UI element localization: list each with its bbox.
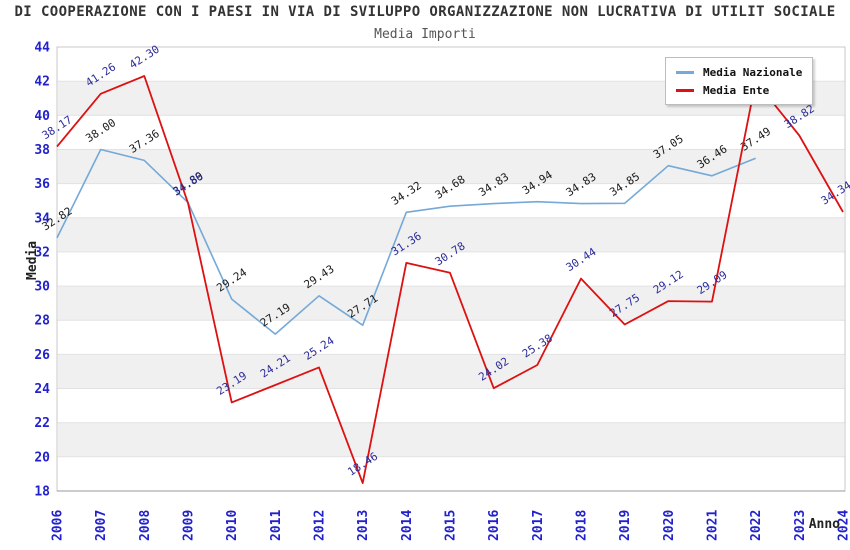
- y-tick-label: 36: [34, 177, 50, 192]
- series-line-media-nazionale: [56, 148, 756, 335]
- y-tick-label: 22: [34, 416, 50, 431]
- y-tick-label: 40: [34, 109, 50, 124]
- y-tick-label: 32: [34, 245, 50, 260]
- chart-title: DI COOPERAZIONE CON I PAESI IN VIA DI SV…: [14, 4, 836, 20]
- y-tick-label: 26: [34, 348, 50, 363]
- y-tick-label: 30: [34, 280, 50, 295]
- x-tick-label: 2022: [749, 510, 764, 541]
- legend-label-media-nazionale: Media Nazionale: [703, 65, 803, 79]
- plot-stripe: [58, 354, 844, 389]
- y-tick-label: 44: [34, 41, 50, 56]
- x-tick-label: 2021: [706, 510, 721, 541]
- x-tick-label: 2017: [531, 510, 546, 541]
- plot-stripe: [58, 286, 844, 321]
- x-tick-label: 2008: [138, 510, 153, 541]
- chart-subtitle: Media Importi: [374, 27, 476, 42]
- legend-label-media-ente: Media Ente: [703, 83, 770, 97]
- x-tick-label: 2020: [662, 510, 677, 541]
- x-tick-label: 2006: [51, 510, 66, 541]
- x-tick-label: 2013: [356, 510, 371, 541]
- x-tick-label: 2018: [575, 510, 590, 541]
- series-line-media-ente: [56, 75, 844, 485]
- x-tick-label: 2007: [94, 510, 109, 541]
- legend-swatch-media-nazionale: [676, 70, 694, 74]
- x-tick-label: 2014: [400, 510, 415, 541]
- x-tick-label: 2010: [225, 510, 240, 541]
- y-tick-label: 38: [34, 143, 50, 158]
- legend-item-media-ente: Media Ente: [666, 84, 812, 97]
- x-tick-label: 2009: [182, 510, 197, 541]
- y-tick-label: 34: [34, 211, 50, 226]
- legend-item-media-nazionale: Media Nazionale: [666, 66, 812, 79]
- legend-swatch-media-ente: [676, 88, 694, 92]
- data-label: 38.00: [83, 116, 118, 145]
- x-tick-label: 2024: [837, 510, 850, 541]
- x-tick-label: 2023: [793, 510, 808, 541]
- plot-stripe: [58, 149, 844, 184]
- y-tick-label: 24: [34, 382, 50, 397]
- y-tick-label: 42: [34, 75, 50, 90]
- y-tick-label: 18: [34, 485, 50, 500]
- x-tick-label: 2016: [487, 510, 502, 541]
- x-tick-label: 2015: [444, 510, 459, 541]
- x-tick-label: 2011: [269, 510, 284, 541]
- x-tick-label: 2019: [618, 510, 633, 541]
- plot-stripe: [58, 217, 844, 252]
- plot-stripe: [58, 422, 844, 457]
- y-tick-label: 20: [34, 450, 50, 465]
- y-axis-title: Media: [25, 241, 40, 280]
- x-tick-label: 2012: [313, 510, 328, 541]
- y-tick-label: 28: [34, 314, 50, 329]
- x-axis-title: Anno: [809, 517, 840, 532]
- legend: Media Nazionale Media Ente: [665, 57, 813, 105]
